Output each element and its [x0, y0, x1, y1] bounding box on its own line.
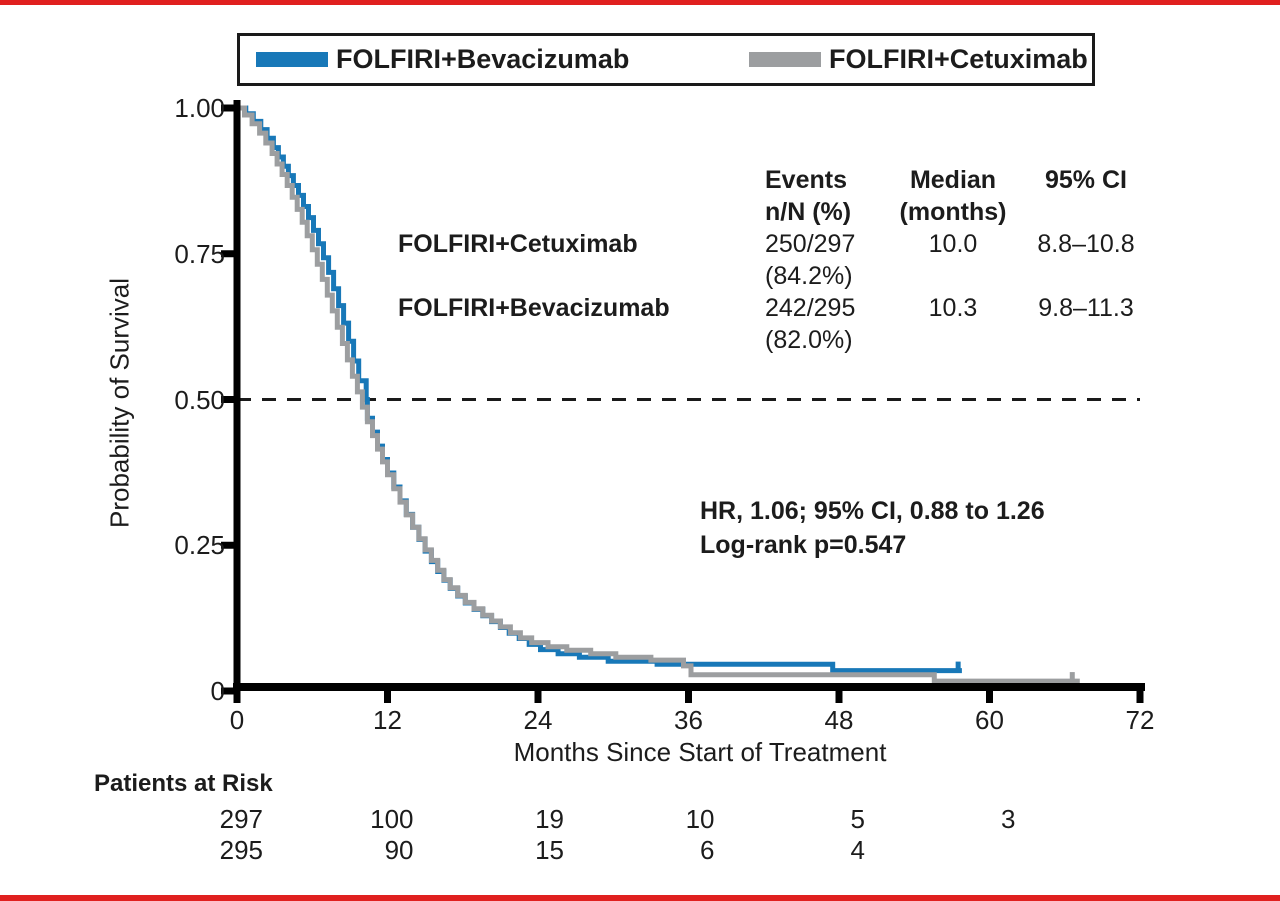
patients-at-risk-label: Patients at Risk: [94, 770, 273, 797]
risk-count-bevacizumab-m36: 6: [700, 835, 715, 865]
cetuximab-line-swatch: [749, 52, 821, 67]
top-accent-bar: [0, 0, 1280, 5]
risk-count-bevacizumab-m12: 90: [384, 835, 414, 865]
bevacizumab-events-n: 242/295: [765, 294, 856, 322]
table-header-events: Events n/N (%): [765, 164, 851, 228]
risk-count-cetuximab-m36: 10: [685, 804, 715, 834]
km-curve-bevacizumab: [237, 105, 962, 674]
bevacizumab-median-value: 10.3: [928, 294, 978, 322]
x-tick-label-12: 12: [373, 705, 402, 735]
legend-box: FOLFIRI+Bevacizumab FOLFIRI+Cetuximab: [237, 33, 1095, 86]
logrank-line: Log-rank p=0.547: [700, 531, 907, 559]
risk-count-bevacizumab-m48: 4: [850, 835, 865, 865]
y-tick-label-0.25: 0.25: [174, 530, 225, 561]
hazard-ratio-line: HR, 1.06; 95% CI, 0.88 to 1.26: [700, 497, 1045, 525]
risk-count-cetuximab-m0: 297: [219, 804, 263, 834]
risk-count-cetuximab-m48: 5: [850, 804, 865, 834]
y-tick-label-0.75: 0.75: [174, 238, 225, 269]
legend-label-cetuximab: FOLFIRI+Cetuximab: [829, 44, 1088, 74]
cetuximab-events-value: 250/297 (84.2%): [765, 228, 855, 292]
x-tick-label-48: 48: [824, 705, 854, 735]
x-tick-label-60: 60: [975, 705, 1004, 735]
legend-entry-bevacizumab: FOLFIRI+Bevacizumab: [256, 36, 629, 83]
y-tick-label-0.50: 0.50: [174, 384, 225, 415]
y-tick-label-1.00: 1.00: [174, 93, 225, 123]
bevacizumab-events-value: 242/295 (82.0%): [765, 292, 855, 356]
table-header-median: Median (months): [877, 164, 1029, 228]
y-axis-title: Probability of Survival: [104, 278, 135, 528]
header-median-line2: (months): [899, 198, 1007, 226]
legend-entry-cetuximab: FOLFIRI+Cetuximab: [749, 36, 1088, 83]
hazard-ratio-annotation: HR, 1.06; 95% CI, 0.88 to 1.26 Log-rank …: [700, 494, 1045, 562]
x-tick-label-0: 0: [229, 705, 245, 735]
header-events-line2: n/N (%): [765, 198, 852, 226]
cetuximab-ci-value: 8.8–10.8: [1037, 230, 1135, 258]
cetuximab-events-n: 250/297: [765, 230, 856, 258]
x-axis-title: Months Since Start of Treatment: [513, 737, 887, 767]
risk-count-cetuximab-m24: 19: [535, 804, 564, 834]
cetuximab-events-pct: (84.2%): [765, 262, 853, 290]
y-tick-label-0: 0: [210, 676, 225, 706]
table-header-ci: 95% CI: [1045, 166, 1127, 194]
risk-count-bevacizumab-m24: 15: [535, 835, 564, 865]
header-median-line1: Median: [909, 166, 997, 194]
x-tick-label-36: 36: [674, 705, 703, 735]
risk-count-cetuximab-m60: 3: [1001, 804, 1016, 834]
bottom-accent-bar: [0, 895, 1280, 901]
bevacizumab-ci-value: 9.8–11.3: [1038, 294, 1134, 322]
legend-label-bevacizumab: FOLFIRI+Bevacizumab: [336, 44, 630, 74]
risk-count-cetuximab-m12: 100: [370, 804, 414, 834]
table-row-label-cetuximab: FOLFIRI+Cetuximab: [398, 230, 638, 258]
bevacizumab-line-swatch: [256, 52, 328, 67]
header-events-line1: Events: [765, 166, 847, 194]
x-tick-label-24: 24: [523, 705, 553, 735]
cetuximab-median-value: 10.0: [928, 230, 978, 258]
x-tick-label-72: 72: [1125, 705, 1155, 735]
table-row-label-bevacizumab: FOLFIRI+Bevacizumab: [398, 294, 670, 322]
bevacizumab-events-pct: (82.0%): [765, 326, 853, 354]
risk-count-bevacizumab-m0: 295: [219, 835, 263, 865]
